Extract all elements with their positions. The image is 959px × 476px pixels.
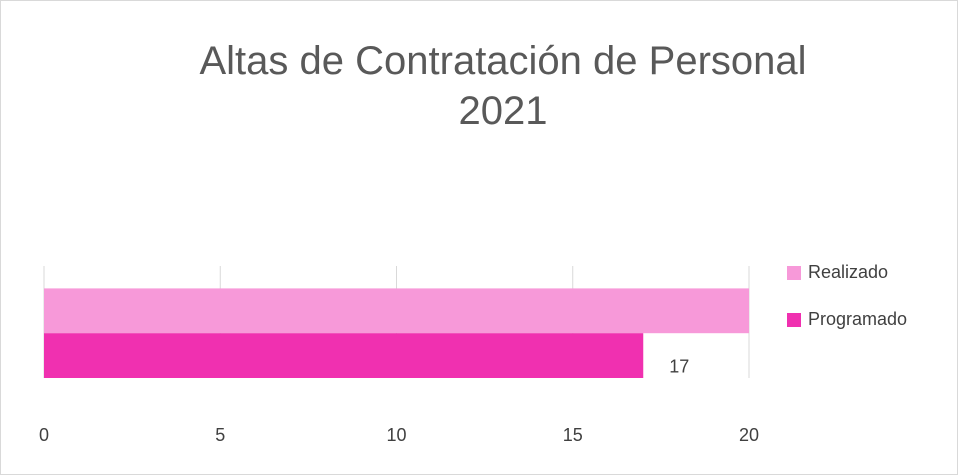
legend-label: Realizado <box>808 262 888 282</box>
x-tick-label: 0 <box>39 425 49 445</box>
x-tick-label: 5 <box>215 425 225 445</box>
bar <box>44 333 644 378</box>
bar <box>44 288 749 334</box>
legend-swatch <box>787 266 801 280</box>
x-tick-label: 10 <box>386 425 406 445</box>
x-tick-label: 15 <box>563 425 583 445</box>
chart-title: Altas de Contratación de Personal 2021 <box>199 39 807 133</box>
legend-label: Programado <box>808 309 907 329</box>
data-label: 17 <box>669 356 689 376</box>
legend-swatch <box>787 313 801 327</box>
x-tick-label: 20 <box>739 425 759 445</box>
